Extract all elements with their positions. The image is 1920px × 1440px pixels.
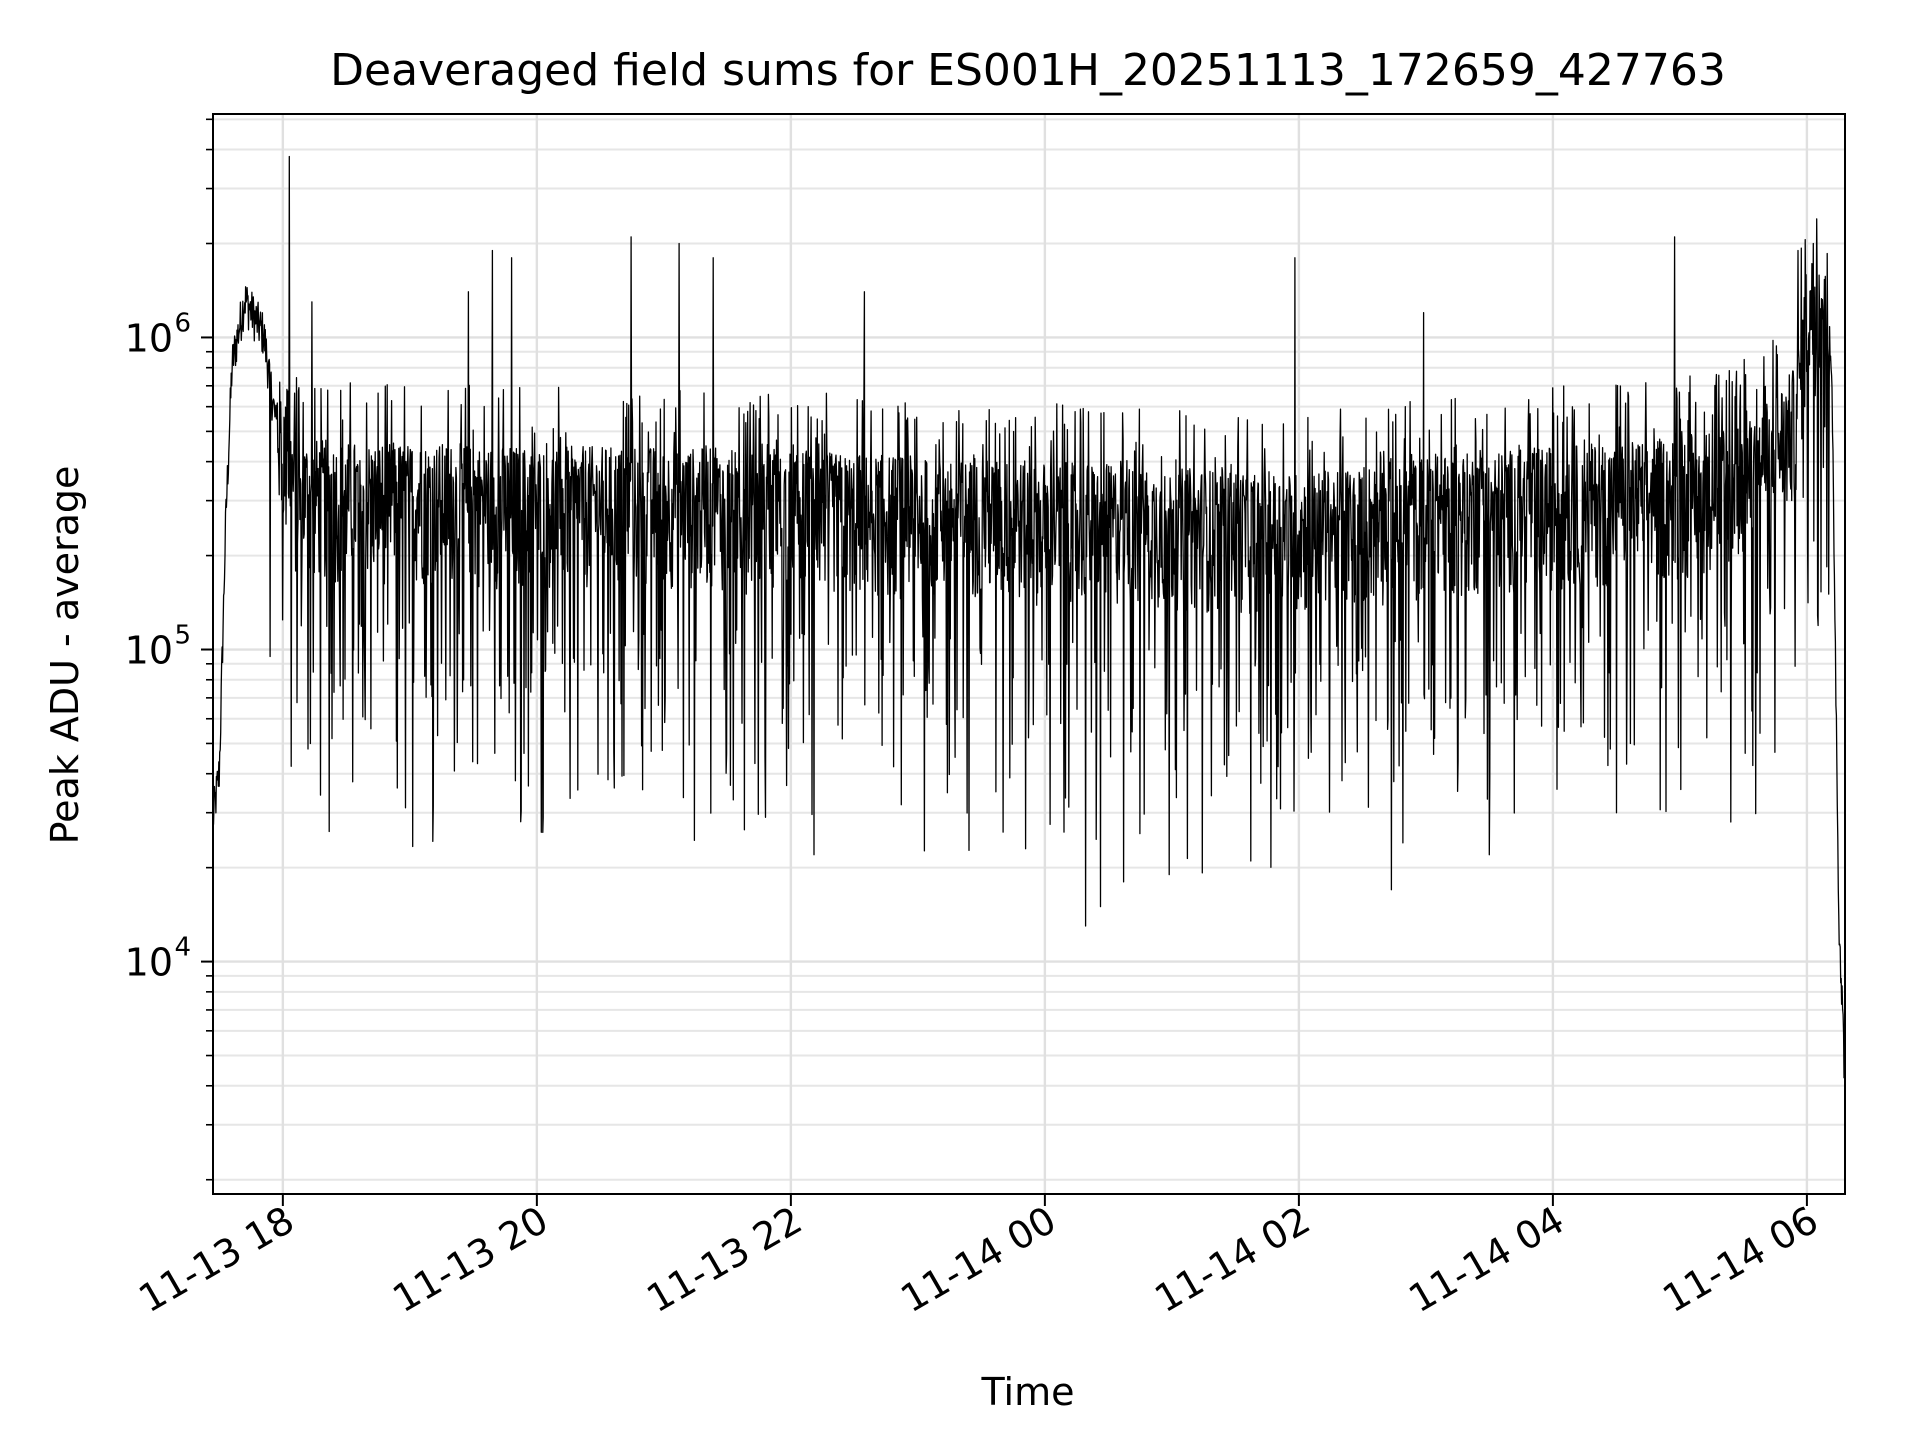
plot-area (212, 155, 1846, 1088)
x-axis-label: Time (981, 1370, 1075, 1414)
y-tick-label: 10 (125, 316, 173, 360)
y-tick-label: 10 (125, 941, 173, 985)
chart-title: Deaveraged field sums for ES001H_2025111… (330, 45, 1726, 96)
y-tick-label-exponent: 6 (174, 308, 191, 338)
plot-frame (212, 113, 1846, 1195)
y-tick-label-exponent: 5 (174, 621, 191, 651)
y-tick-label: 10 (125, 629, 173, 673)
y-axis-label: Peak ADU - average (43, 466, 87, 845)
y-tick-label-exponent: 4 (174, 933, 191, 963)
series-line (212, 155, 1846, 1088)
